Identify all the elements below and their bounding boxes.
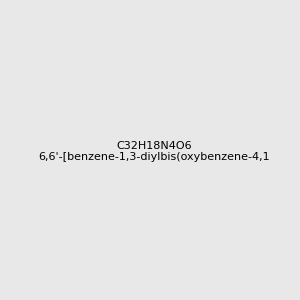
Text: C32H18N4O6
6,6'-[benzene-1,3-diylbis(oxybenzene-4,1: C32H18N4O6 6,6'-[benzene-1,3-diylbis(oxy… — [38, 141, 270, 162]
